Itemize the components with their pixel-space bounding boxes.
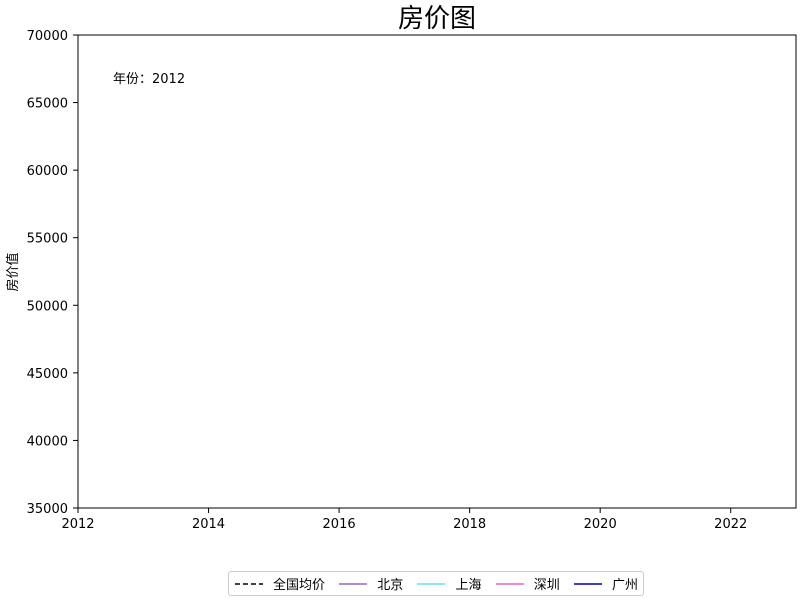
y-axis-ticks: 35000 40000 45000 50000 55000 60000 65000 70000 bbox=[27, 29, 78, 517]
x-tick-label: 2020 bbox=[584, 517, 617, 532]
legend-item: 深圳 bbox=[495, 574, 560, 593]
x-tick-label: 2018 bbox=[453, 517, 486, 532]
y-tick-label: 55000 bbox=[27, 232, 68, 247]
legend-item: 全国均价 bbox=[234, 574, 325, 593]
legend-swatch bbox=[235, 582, 263, 585]
y-tick-label: 35000 bbox=[27, 502, 68, 517]
year-annotation: 年份：2012 bbox=[113, 72, 185, 87]
y-tick-label: 45000 bbox=[27, 367, 68, 382]
x-tick-label: 2014 bbox=[192, 517, 225, 532]
y-tick-label: 60000 bbox=[27, 164, 68, 179]
legend-label: 广州 bbox=[611, 578, 638, 593]
legend-item: 北京 bbox=[338, 574, 403, 593]
x-axis-ticks: 2012 2014 2016 2018 2020 2022 bbox=[61, 508, 747, 532]
legend-label: 北京 bbox=[377, 578, 404, 593]
legend-swatch bbox=[495, 582, 524, 585]
chart-title: 房价图 bbox=[398, 4, 476, 34]
legend-item: 上海 bbox=[416, 574, 481, 593]
x-tick-label: 2012 bbox=[61, 517, 94, 532]
legend-swatch bbox=[417, 582, 446, 585]
y-tick-label: 50000 bbox=[27, 299, 68, 314]
x-tick-label: 2022 bbox=[714, 517, 747, 532]
x-tick-label: 2016 bbox=[323, 517, 356, 532]
legend-swatch bbox=[339, 582, 368, 585]
legend-label: 全国均价 bbox=[273, 578, 326, 593]
legend-label: 深圳 bbox=[533, 578, 560, 593]
legend-label: 上海 bbox=[455, 578, 482, 593]
y-tick-label: 40000 bbox=[27, 434, 68, 449]
legend-item: 广州 bbox=[573, 574, 638, 593]
y-axis-label: 房价值 bbox=[5, 252, 21, 291]
chart-legend: 全国均价 北京 上海 深圳 广州 bbox=[228, 571, 644, 596]
legend-swatch bbox=[573, 582, 602, 585]
plot-area bbox=[77, 34, 797, 509]
y-tick-label: 70000 bbox=[27, 29, 68, 44]
y-tick-label: 65000 bbox=[27, 97, 68, 112]
